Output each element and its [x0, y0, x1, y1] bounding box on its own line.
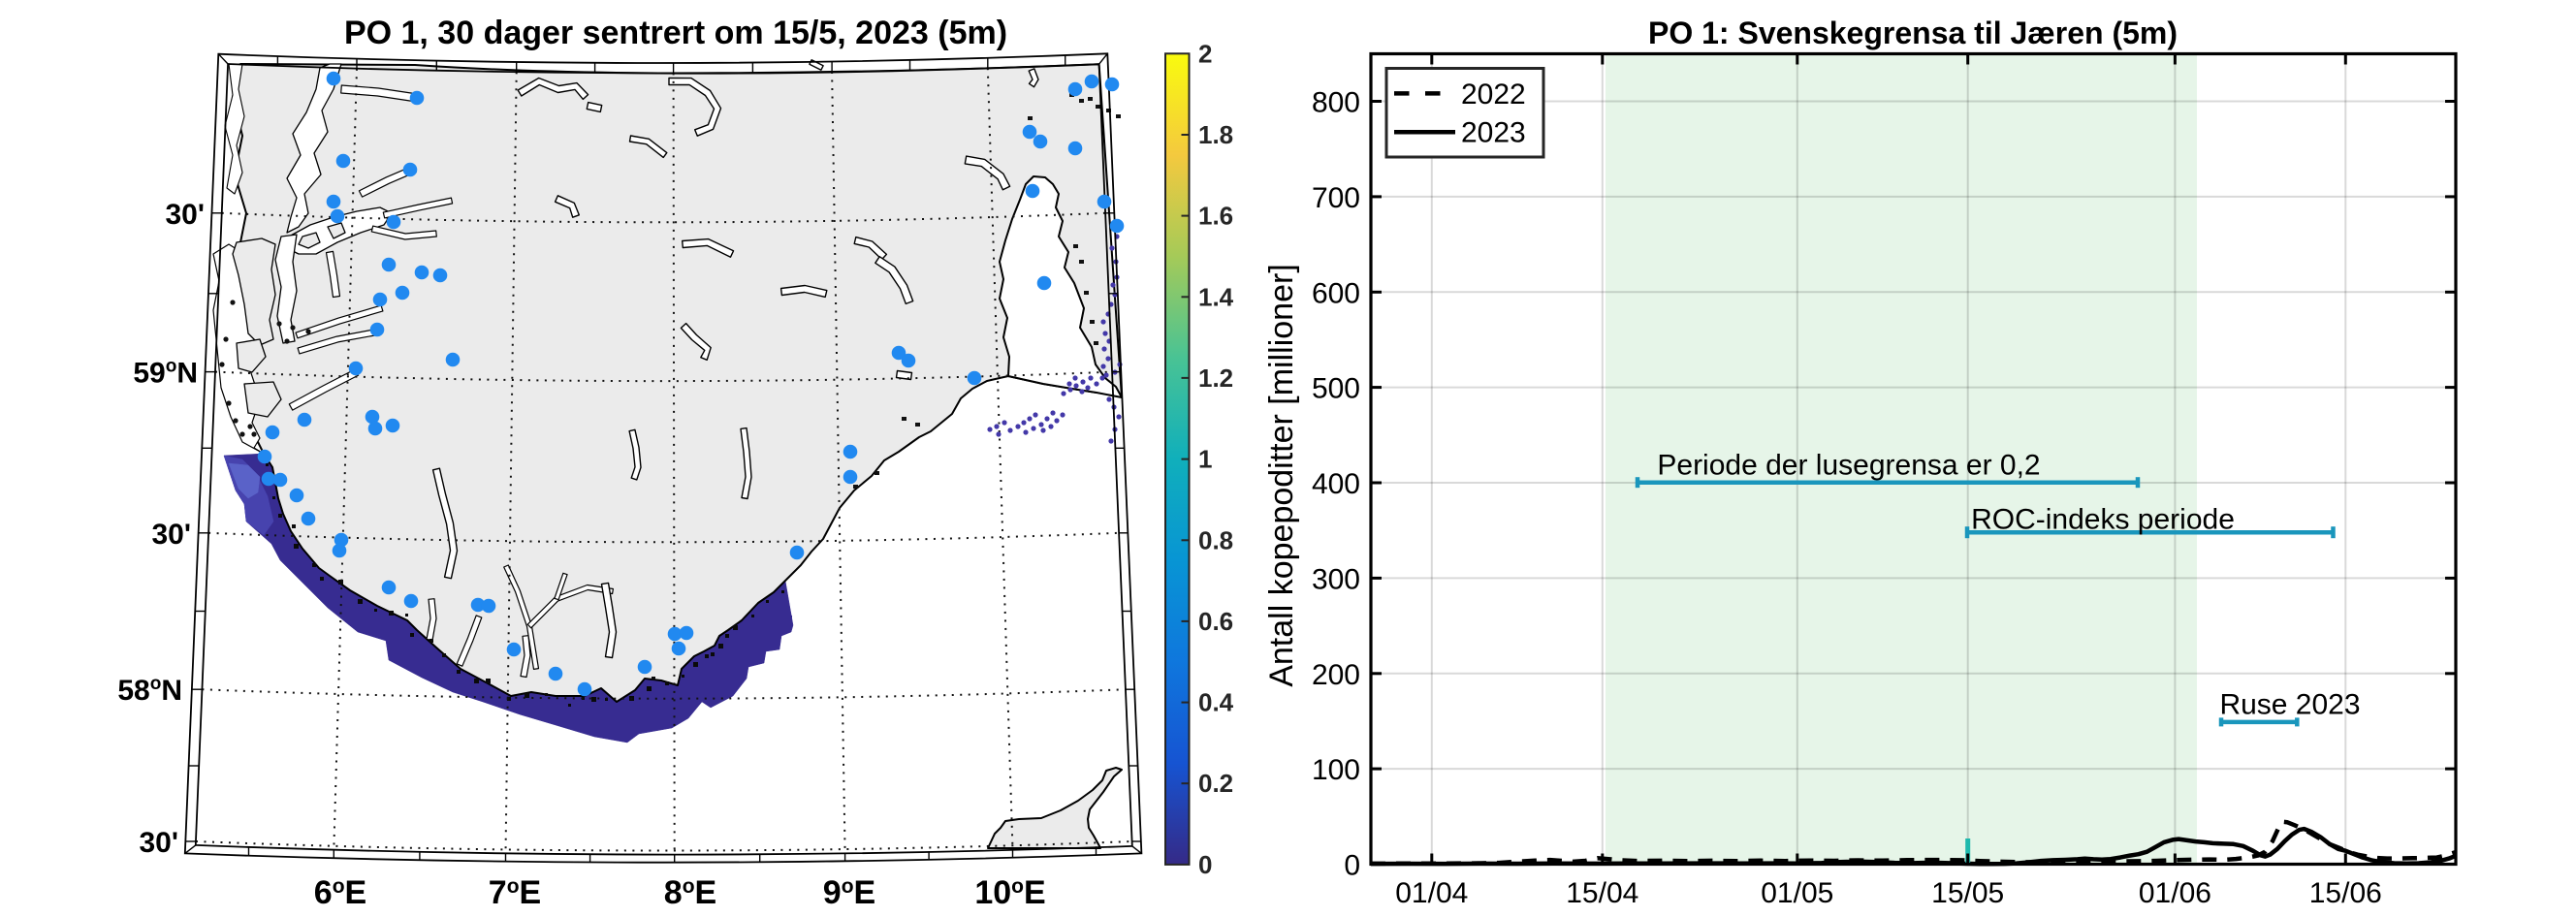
svg-text:30': 30'	[139, 827, 178, 859]
svg-text:1: 1	[1198, 445, 1212, 474]
svg-text:Periode der lusegrensa er 0,2: Periode der lusegrensa er 0,2	[1657, 450, 2040, 482]
svg-text:Ruse 2023: Ruse 2023	[2219, 689, 2360, 721]
svg-text:0.6: 0.6	[1198, 607, 1233, 636]
svg-text:2: 2	[1198, 39, 1212, 68]
svg-text:1.6: 1.6	[1198, 202, 1233, 231]
svg-text:600: 600	[1312, 277, 1360, 309]
svg-text:100: 100	[1312, 754, 1360, 786]
svg-text:200: 200	[1312, 659, 1360, 691]
svg-text:1.4: 1.4	[1198, 282, 1234, 311]
svg-text:9oE: 9oE	[823, 874, 875, 911]
svg-text:01/04: 01/04	[1395, 877, 1468, 909]
svg-text:10oE: 10oE	[974, 874, 1045, 911]
svg-text:15/06: 15/06	[2309, 877, 2382, 909]
svg-text:0.8: 0.8	[1198, 525, 1233, 554]
svg-text:2023: 2023	[1461, 117, 1526, 149]
svg-text:8oE: 8oE	[664, 874, 716, 911]
svg-text:1.8: 1.8	[1198, 120, 1233, 149]
svg-text:700: 700	[1312, 182, 1360, 214]
svg-text:300: 300	[1312, 563, 1360, 595]
svg-text:15/04: 15/04	[1566, 877, 1638, 909]
svg-text:30': 30'	[165, 199, 205, 231]
svg-text:400: 400	[1312, 468, 1360, 500]
svg-text:PO 1: Svenskegrensa til Jæren: PO 1: Svenskegrensa til Jæren (5m)	[1648, 16, 2178, 50]
svg-text:01/05: 01/05	[1761, 877, 1833, 909]
svg-text:0: 0	[1344, 850, 1360, 882]
svg-text:2022: 2022	[1461, 79, 1526, 111]
svg-text:59oN: 59oN	[133, 357, 198, 390]
svg-text:7oE: 7oE	[489, 874, 541, 911]
svg-text:PO 1, 30 dager sentrert om 15/: PO 1, 30 dager sentrert om 15/5, 2023 (5…	[344, 15, 1007, 51]
svg-text:30': 30'	[151, 519, 191, 551]
svg-text:15/05: 15/05	[1931, 877, 2004, 909]
svg-text:01/06: 01/06	[2139, 877, 2211, 909]
svg-text:800: 800	[1312, 87, 1360, 119]
svg-text:Antall kopepoditter [millioner: Antall kopepoditter [millioner]	[1263, 264, 1300, 687]
svg-text:500: 500	[1312, 373, 1360, 405]
svg-text:ROC-indeks periode: ROC-indeks periode	[1971, 504, 2235, 536]
svg-text:0: 0	[1198, 850, 1212, 879]
svg-text:0.2: 0.2	[1198, 769, 1233, 798]
svg-text:58oN: 58oN	[117, 674, 182, 707]
svg-text:1.2: 1.2	[1198, 364, 1233, 393]
svg-text:0.4: 0.4	[1198, 688, 1234, 717]
